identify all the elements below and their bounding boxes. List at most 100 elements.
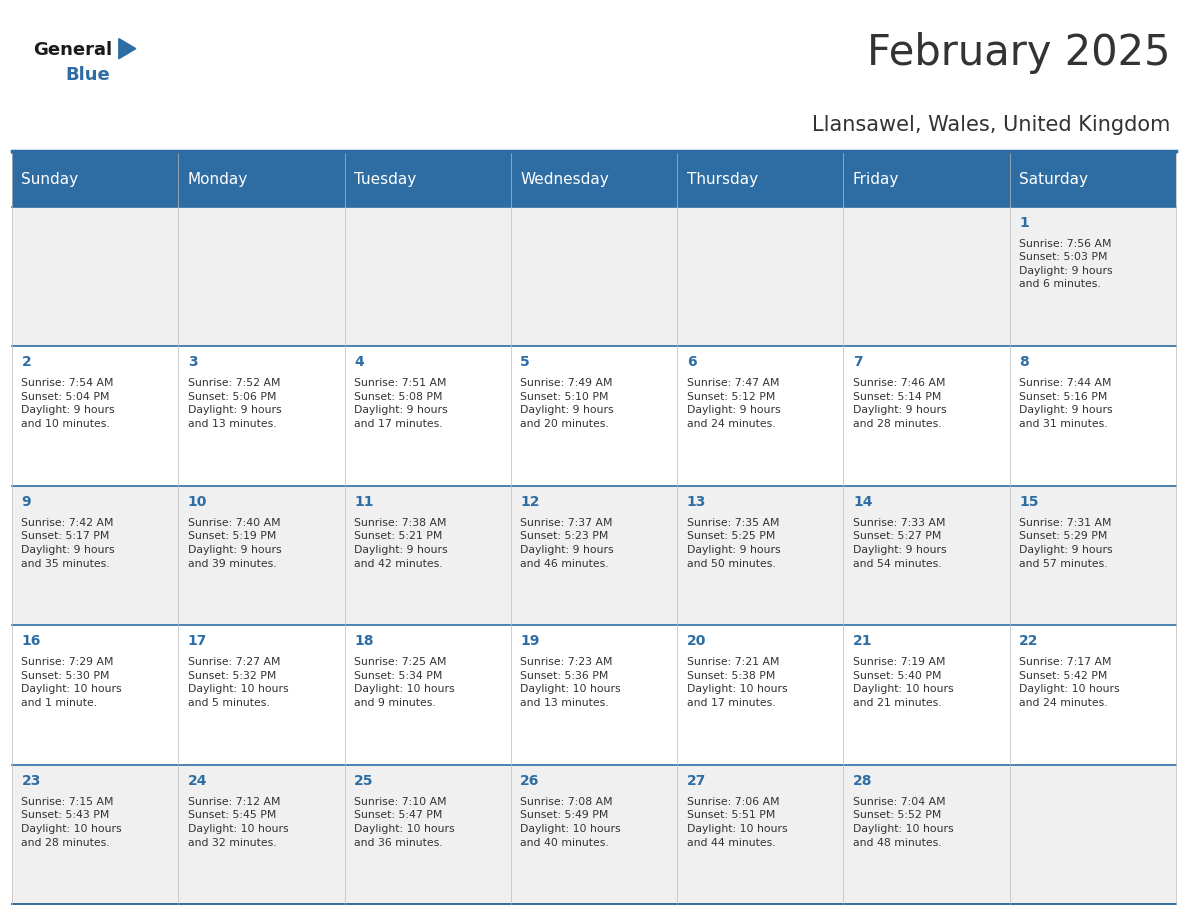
Bar: [511, 486, 677, 625]
Text: Thursday: Thursday: [687, 173, 758, 187]
Bar: [1010, 625, 1176, 765]
Bar: [12, 486, 178, 625]
Text: 19: 19: [520, 634, 539, 648]
Bar: [677, 153, 843, 207]
Text: 10: 10: [188, 495, 207, 509]
Bar: [843, 346, 1010, 486]
Text: 8: 8: [1019, 355, 1029, 369]
Text: Sunrise: 7:49 AM
Sunset: 5:10 PM
Daylight: 9 hours
and 20 minutes.: Sunrise: 7:49 AM Sunset: 5:10 PM Dayligh…: [520, 378, 614, 429]
Bar: [511, 346, 677, 486]
Text: 15: 15: [1019, 495, 1038, 509]
Text: General: General: [33, 41, 113, 60]
Bar: [843, 765, 1010, 904]
Text: Sunrise: 7:25 AM
Sunset: 5:34 PM
Daylight: 10 hours
and 9 minutes.: Sunrise: 7:25 AM Sunset: 5:34 PM Dayligh…: [354, 657, 455, 708]
Text: Sunrise: 7:17 AM
Sunset: 5:42 PM
Daylight: 10 hours
and 24 minutes.: Sunrise: 7:17 AM Sunset: 5:42 PM Dayligh…: [1019, 657, 1120, 708]
Text: Tuesday: Tuesday: [354, 173, 416, 187]
Text: Sunrise: 7:54 AM
Sunset: 5:04 PM
Daylight: 9 hours
and 10 minutes.: Sunrise: 7:54 AM Sunset: 5:04 PM Dayligh…: [21, 378, 115, 429]
Text: Sunrise: 7:52 AM
Sunset: 5:06 PM
Daylight: 9 hours
and 13 minutes.: Sunrise: 7:52 AM Sunset: 5:06 PM Dayligh…: [188, 378, 282, 429]
Text: 11: 11: [354, 495, 373, 509]
Text: Sunrise: 7:12 AM
Sunset: 5:45 PM
Daylight: 10 hours
and 32 minutes.: Sunrise: 7:12 AM Sunset: 5:45 PM Dayligh…: [188, 797, 289, 847]
Text: 1: 1: [1019, 216, 1029, 230]
Bar: [345, 346, 511, 486]
Bar: [178, 625, 345, 765]
Text: 9: 9: [21, 495, 31, 509]
Bar: [12, 765, 178, 904]
Text: 17: 17: [188, 634, 207, 648]
Bar: [12, 207, 178, 346]
Text: Sunrise: 7:06 AM
Sunset: 5:51 PM
Daylight: 10 hours
and 44 minutes.: Sunrise: 7:06 AM Sunset: 5:51 PM Dayligh…: [687, 797, 788, 847]
Bar: [178, 207, 345, 346]
Text: Sunrise: 7:19 AM
Sunset: 5:40 PM
Daylight: 10 hours
and 21 minutes.: Sunrise: 7:19 AM Sunset: 5:40 PM Dayligh…: [853, 657, 954, 708]
Text: 20: 20: [687, 634, 706, 648]
Text: Sunrise: 7:29 AM
Sunset: 5:30 PM
Daylight: 10 hours
and 1 minute.: Sunrise: 7:29 AM Sunset: 5:30 PM Dayligh…: [21, 657, 122, 708]
Text: Llansawel, Wales, United Kingdom: Llansawel, Wales, United Kingdom: [811, 115, 1170, 135]
Text: Sunrise: 7:10 AM
Sunset: 5:47 PM
Daylight: 10 hours
and 36 minutes.: Sunrise: 7:10 AM Sunset: 5:47 PM Dayligh…: [354, 797, 455, 847]
Text: Monday: Monday: [188, 173, 248, 187]
Bar: [511, 153, 677, 207]
Text: Sunday: Sunday: [21, 173, 78, 187]
Text: 12: 12: [520, 495, 539, 509]
Text: Saturday: Saturday: [1019, 173, 1088, 187]
Bar: [178, 153, 345, 207]
Bar: [1010, 153, 1176, 207]
Text: 2: 2: [21, 355, 31, 369]
Text: 24: 24: [188, 774, 207, 788]
Bar: [511, 765, 677, 904]
Text: 7: 7: [853, 355, 862, 369]
Text: Sunrise: 7:27 AM
Sunset: 5:32 PM
Daylight: 10 hours
and 5 minutes.: Sunrise: 7:27 AM Sunset: 5:32 PM Dayligh…: [188, 657, 289, 708]
Text: Blue: Blue: [65, 66, 110, 84]
Text: Sunrise: 7:23 AM
Sunset: 5:36 PM
Daylight: 10 hours
and 13 minutes.: Sunrise: 7:23 AM Sunset: 5:36 PM Dayligh…: [520, 657, 621, 708]
Text: 28: 28: [853, 774, 872, 788]
Bar: [511, 625, 677, 765]
Bar: [677, 486, 843, 625]
Bar: [12, 153, 178, 207]
Text: 6: 6: [687, 355, 696, 369]
Text: Sunrise: 7:46 AM
Sunset: 5:14 PM
Daylight: 9 hours
and 28 minutes.: Sunrise: 7:46 AM Sunset: 5:14 PM Dayligh…: [853, 378, 947, 429]
Bar: [511, 207, 677, 346]
Text: 5: 5: [520, 355, 530, 369]
Text: 22: 22: [1019, 634, 1038, 648]
Text: Sunrise: 7:56 AM
Sunset: 5:03 PM
Daylight: 9 hours
and 6 minutes.: Sunrise: 7:56 AM Sunset: 5:03 PM Dayligh…: [1019, 239, 1113, 289]
Bar: [1010, 346, 1176, 486]
Text: Friday: Friday: [853, 173, 899, 187]
Polygon shape: [119, 39, 135, 59]
Text: Sunrise: 7:47 AM
Sunset: 5:12 PM
Daylight: 9 hours
and 24 minutes.: Sunrise: 7:47 AM Sunset: 5:12 PM Dayligh…: [687, 378, 781, 429]
Text: 21: 21: [853, 634, 872, 648]
Bar: [345, 153, 511, 207]
Text: Sunrise: 7:38 AM
Sunset: 5:21 PM
Daylight: 9 hours
and 42 minutes.: Sunrise: 7:38 AM Sunset: 5:21 PM Dayligh…: [354, 518, 448, 568]
Bar: [677, 765, 843, 904]
Text: Sunrise: 7:15 AM
Sunset: 5:43 PM
Daylight: 10 hours
and 28 minutes.: Sunrise: 7:15 AM Sunset: 5:43 PM Dayligh…: [21, 797, 122, 847]
Bar: [178, 765, 345, 904]
Bar: [677, 625, 843, 765]
Bar: [12, 346, 178, 486]
Bar: [843, 207, 1010, 346]
Text: Sunrise: 7:33 AM
Sunset: 5:27 PM
Daylight: 9 hours
and 54 minutes.: Sunrise: 7:33 AM Sunset: 5:27 PM Dayligh…: [853, 518, 947, 568]
Bar: [843, 486, 1010, 625]
Text: Sunrise: 7:40 AM
Sunset: 5:19 PM
Daylight: 9 hours
and 39 minutes.: Sunrise: 7:40 AM Sunset: 5:19 PM Dayligh…: [188, 518, 282, 568]
Bar: [843, 153, 1010, 207]
Text: 23: 23: [21, 774, 40, 788]
Text: Sunrise: 7:21 AM
Sunset: 5:38 PM
Daylight: 10 hours
and 17 minutes.: Sunrise: 7:21 AM Sunset: 5:38 PM Dayligh…: [687, 657, 788, 708]
Text: Sunrise: 7:31 AM
Sunset: 5:29 PM
Daylight: 9 hours
and 57 minutes.: Sunrise: 7:31 AM Sunset: 5:29 PM Dayligh…: [1019, 518, 1113, 568]
Bar: [677, 207, 843, 346]
Bar: [178, 346, 345, 486]
Text: 4: 4: [354, 355, 364, 369]
Text: 16: 16: [21, 634, 40, 648]
Text: 13: 13: [687, 495, 706, 509]
Bar: [843, 625, 1010, 765]
Text: 14: 14: [853, 495, 872, 509]
Text: 27: 27: [687, 774, 706, 788]
Bar: [1010, 486, 1176, 625]
Text: 26: 26: [520, 774, 539, 788]
Bar: [1010, 207, 1176, 346]
Text: Sunrise: 7:42 AM
Sunset: 5:17 PM
Daylight: 9 hours
and 35 minutes.: Sunrise: 7:42 AM Sunset: 5:17 PM Dayligh…: [21, 518, 115, 568]
Bar: [677, 346, 843, 486]
Text: February 2025: February 2025: [867, 32, 1170, 74]
Bar: [345, 625, 511, 765]
Text: Sunrise: 7:04 AM
Sunset: 5:52 PM
Daylight: 10 hours
and 48 minutes.: Sunrise: 7:04 AM Sunset: 5:52 PM Dayligh…: [853, 797, 954, 847]
Text: 25: 25: [354, 774, 373, 788]
Text: Sunrise: 7:51 AM
Sunset: 5:08 PM
Daylight: 9 hours
and 17 minutes.: Sunrise: 7:51 AM Sunset: 5:08 PM Dayligh…: [354, 378, 448, 429]
Bar: [1010, 765, 1176, 904]
Bar: [12, 625, 178, 765]
Text: Sunrise: 7:35 AM
Sunset: 5:25 PM
Daylight: 9 hours
and 50 minutes.: Sunrise: 7:35 AM Sunset: 5:25 PM Dayligh…: [687, 518, 781, 568]
